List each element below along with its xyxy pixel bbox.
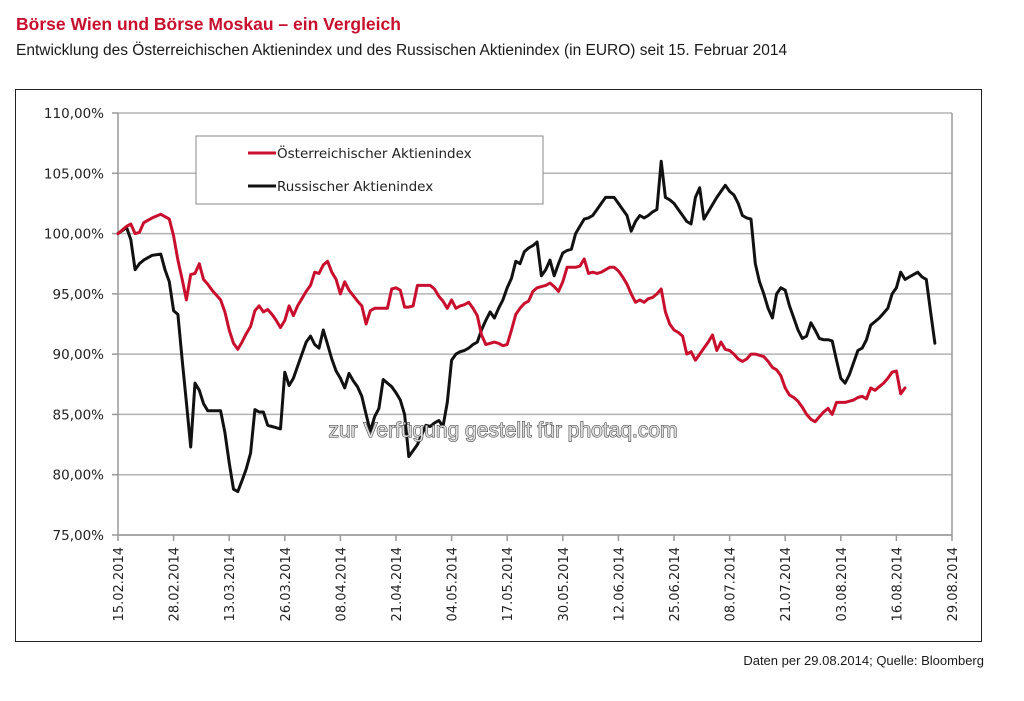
y-tick-label: 110,00% <box>44 106 104 122</box>
legend-box <box>195 135 544 205</box>
x-axis: 15.02.2014 28.02.2014 13.03.2014 26.03.2014… <box>112 535 961 621</box>
x-tick-label: 21.07.2014 <box>779 547 794 621</box>
series-lines <box>116 159 937 494</box>
data-source-note: Daten per 29.08.2014; Quelle: Bloomberg <box>743 653 984 668</box>
x-tick-label: 28.02.2014 <box>168 547 183 621</box>
x-tick-label: 30.05.2014 <box>557 547 572 621</box>
series-line-russia <box>116 159 937 494</box>
x-tick-label: 25.06.2014 <box>668 547 683 621</box>
x-tick-label: 08.04.2014 <box>334 547 349 621</box>
x-tick-label: 08.07.2014 <box>724 547 739 621</box>
y-tick-label: 100,00% <box>44 227 104 243</box>
y-tick-label: 80,00% <box>53 468 105 484</box>
y-axis: 75,00% 80,00% 85,00% 90,00% 95,00% 100,00% 105… <box>44 106 118 544</box>
x-tick-label: 12.06.2014 <box>612 547 627 621</box>
series-line-austria <box>116 212 907 424</box>
y-tick-label: 85,00% <box>53 407 105 423</box>
x-tick-label: 29.08.2014 <box>946 547 961 621</box>
y-tick-label: 105,00% <box>44 166 104 182</box>
x-tick-label: 17.05.2014 <box>501 547 516 621</box>
x-tick-label: 26.03.2014 <box>279 547 294 621</box>
x-tick-label: 16.08.2014 <box>890 547 905 621</box>
legend-label-russia: Russischer Aktienindex <box>277 179 433 195</box>
y-tick-label: 90,00% <box>53 347 105 363</box>
x-tick-label: 03.08.2014 <box>835 547 850 621</box>
x-tick-label: 13.03.2014 <box>223 547 238 621</box>
legend: Österreichischer Aktienindex Russischer … <box>195 135 544 205</box>
chart-frame <box>15 89 982 642</box>
x-tick-label: 15.02.2014 <box>112 547 127 621</box>
legend-label-austria: Österreichischer Aktienindex <box>277 144 472 162</box>
chart-title: Börse Wien und Börse Moskau – ein Vergle… <box>16 14 401 34</box>
x-tick-label: 21.04.2014 <box>390 547 405 621</box>
chart-subtitle: Entwicklung des Österreichischen Aktieni… <box>16 42 788 59</box>
y-tick-label: 75,00% <box>53 528 105 544</box>
watermark: zur Verfügung gestellt für photaq.com <box>328 419 677 442</box>
y-tick-label: 95,00% <box>53 287 105 303</box>
x-tick-label: 04.05.2014 <box>446 547 461 621</box>
